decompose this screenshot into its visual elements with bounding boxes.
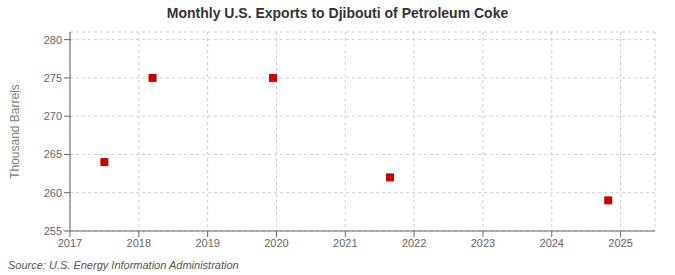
- svg-text:265: 265: [44, 148, 62, 160]
- svg-text:280: 280: [44, 34, 62, 46]
- svg-text:255: 255: [44, 225, 62, 237]
- svg-text:2021: 2021: [333, 237, 357, 249]
- svg-text:2018: 2018: [127, 237, 151, 249]
- svg-text:275: 275: [44, 72, 62, 84]
- html-text:Source: U.S. Energy Informatio: Source: U.S. Energy Information Administ…: [8, 259, 239, 271]
- svg-text:Thousand Barrels: Thousand Barrels: [8, 84, 22, 179]
- html-text:Monthly U.S. Exports to Djibou: Monthly U.S. Exports to Djibouti of Petr…: [166, 5, 509, 21]
- svg-text:2023: 2023: [471, 237, 495, 249]
- svg-text:2020: 2020: [264, 237, 288, 249]
- svg-text:2019: 2019: [195, 237, 219, 249]
- svg-text:260: 260: [44, 187, 62, 199]
- svg-text:2017: 2017: [58, 237, 82, 249]
- svg-text:270: 270: [44, 110, 62, 122]
- svg-text:2025: 2025: [608, 237, 632, 249]
- svg-text:2022: 2022: [402, 237, 426, 249]
- svg-text:2024: 2024: [540, 237, 564, 249]
